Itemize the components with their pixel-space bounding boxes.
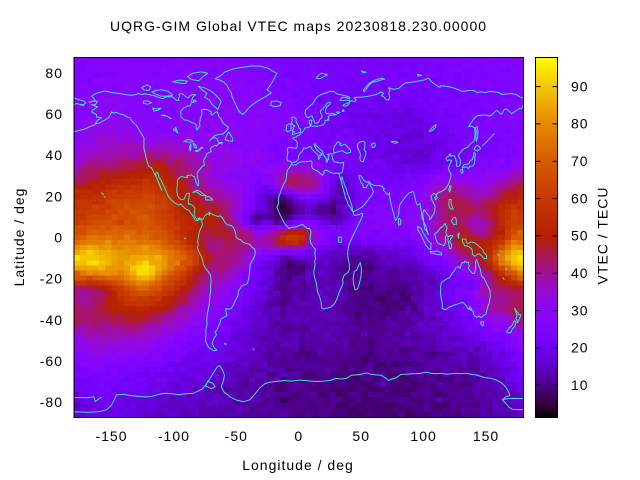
svg-text:50: 50 [352,428,370,444]
svg-text:20: 20 [45,188,63,204]
svg-text:60: 60 [45,106,63,122]
svg-text:-40: -40 [40,312,63,328]
svg-text:-20: -20 [40,271,63,287]
svg-text:VTEC / TECU: VTEC / TECU [595,187,611,285]
svg-text:UQRG-GIM Global VTEC maps 2023: UQRG-GIM Global VTEC maps 20230818.230.0… [110,18,487,34]
svg-text:70: 70 [571,153,589,169]
svg-text:150: 150 [473,428,499,444]
svg-text:-60: -60 [40,353,63,369]
svg-text:40: 40 [571,265,589,281]
svg-text:40: 40 [45,147,63,163]
svg-text:20: 20 [571,340,589,356]
svg-text:80: 80 [45,65,63,81]
svg-text:-100: -100 [158,428,190,444]
svg-text:50: 50 [571,228,589,244]
svg-text:0: 0 [54,230,63,246]
svg-text:60: 60 [571,190,589,206]
svg-text:-50: -50 [225,428,248,444]
svg-text:30: 30 [571,302,589,318]
svg-text:0: 0 [294,428,303,444]
svg-text:100: 100 [410,428,436,444]
svg-text:-80: -80 [40,394,63,410]
svg-text:80: 80 [571,116,589,132]
svg-text:90: 90 [571,78,589,94]
svg-text:Longitude / deg: Longitude / deg [242,457,354,473]
svg-text:Latitude / deg: Latitude / deg [11,188,27,287]
svg-text:10: 10 [571,377,589,393]
svg-text:-150: -150 [95,428,127,444]
